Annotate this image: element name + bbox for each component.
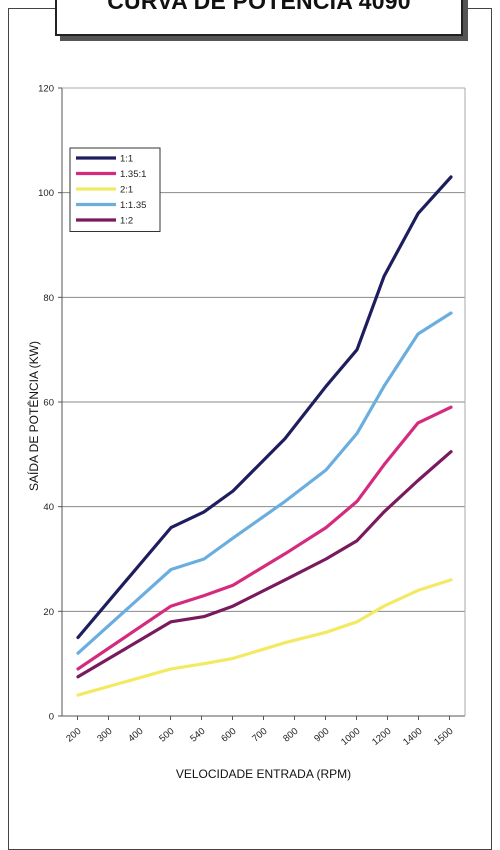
x-tick-label: 600 <box>219 726 238 745</box>
x-tick-label: 540 <box>188 726 207 745</box>
x-tick-label: 1400 <box>401 726 424 748</box>
y-tick-label: 20 <box>43 607 54 618</box>
legend-label: 1:1.35 <box>120 200 146 211</box>
legend-label: 1:1 <box>120 154 133 165</box>
x-axis-label: VELOCIDADE ENTRADA (RPM) <box>176 767 351 781</box>
x-tick-label: 1200 <box>370 726 393 748</box>
y-axis-label: SAÍDA DE POTÊNCIA (KW) <box>26 341 41 491</box>
x-tick-label: 200 <box>64 726 83 745</box>
y-tick-label: 100 <box>38 188 54 199</box>
x-tick-label: 700 <box>250 726 269 745</box>
y-tick-label: 120 <box>38 84 54 95</box>
x-tick-label: 500 <box>157 726 176 745</box>
y-tick-label: 40 <box>43 502 54 513</box>
series-line-1:1 <box>76 175 453 640</box>
legend-label: 1:2 <box>120 216 133 227</box>
legend-label: 1.35:1 <box>120 169 146 180</box>
x-tick-label: 300 <box>95 726 114 745</box>
x-tick-label: 400 <box>126 726 145 745</box>
legend-label: 2:1 <box>120 185 133 196</box>
title-box: CURVA DE POTÊNCIA 4090 <box>55 0 463 36</box>
series-line-2:1 <box>76 578 453 697</box>
y-tick-label: 60 <box>43 398 54 409</box>
x-tick-label: 800 <box>281 726 300 745</box>
y-tick-label: 0 <box>49 712 54 723</box>
x-tick-label: 1000 <box>339 726 362 748</box>
x-tick-label: 900 <box>312 726 331 745</box>
chart-title: CURVA DE POTÊNCIA 4090 <box>107 0 411 14</box>
series-line-1:1.35 <box>76 311 453 655</box>
y-tick-label: 80 <box>43 293 54 304</box>
series-line-1:2 <box>76 450 453 679</box>
series-line-1.35:1 <box>76 405 453 671</box>
x-tick-label: 1500 <box>432 726 455 748</box>
